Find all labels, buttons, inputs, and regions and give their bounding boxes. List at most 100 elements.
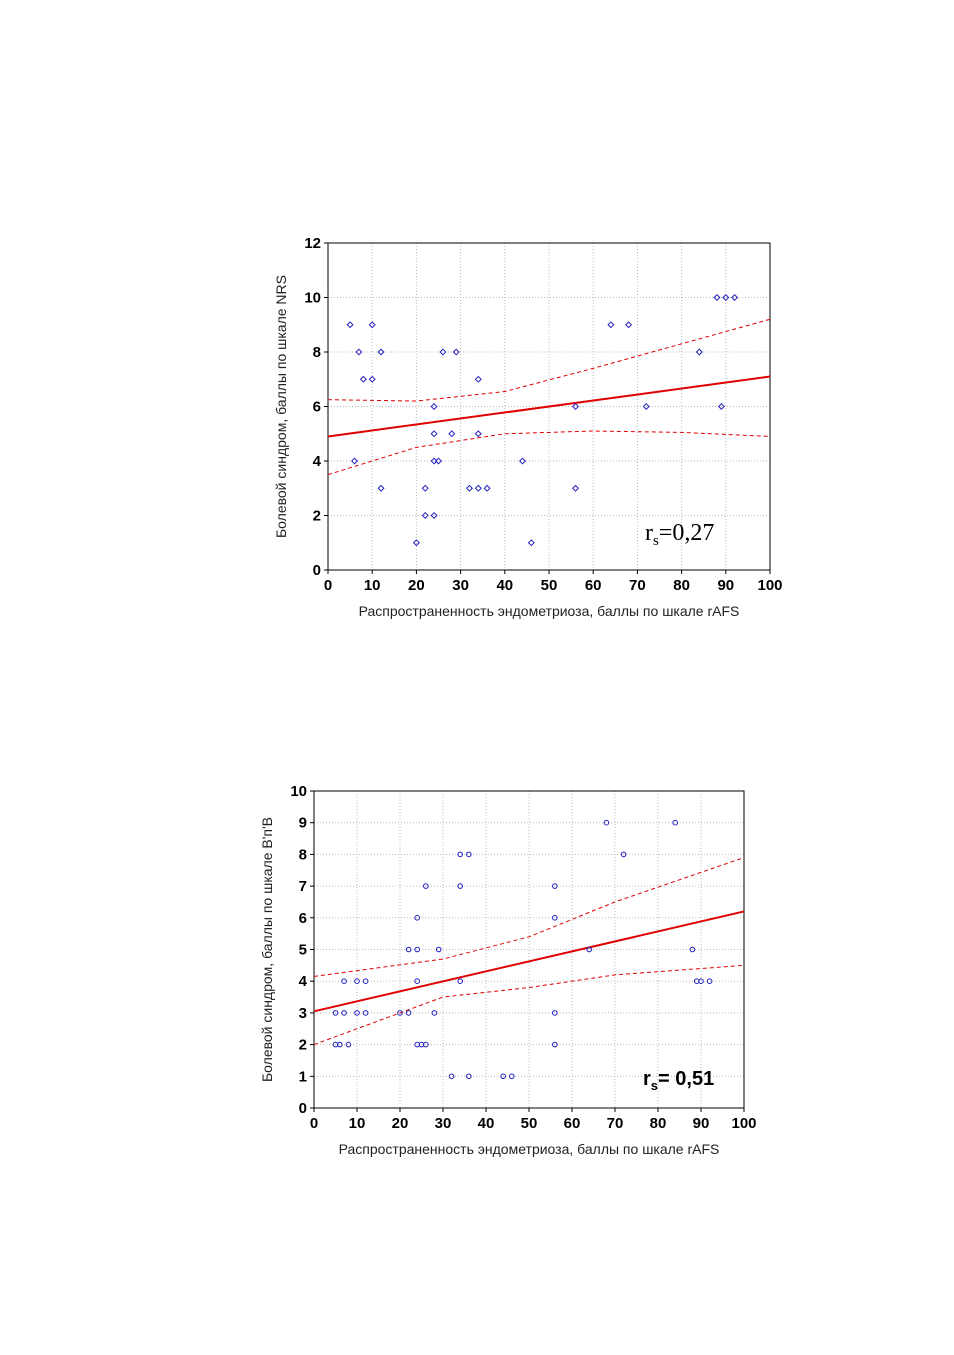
point xyxy=(435,946,442,953)
x-tick-label: 40 xyxy=(478,1115,495,1132)
point xyxy=(706,978,713,985)
chart: 0 10 20 30 40 50 60 70 80 90 100 0 1 2 3 4 5 6 7 8 9 10 Распро… xyxy=(259,783,757,1157)
point xyxy=(355,348,363,356)
x-tick-label: 10 xyxy=(364,577,381,594)
point xyxy=(672,819,679,826)
x-tick-label: 30 xyxy=(452,577,469,594)
x-tick-label: 40 xyxy=(496,577,513,594)
y-tick-label: 3 xyxy=(299,1005,307,1022)
point xyxy=(465,484,473,492)
y-tick-label: 0 xyxy=(299,1100,307,1117)
x-tick-label: 30 xyxy=(435,1115,452,1132)
y-tick-label: 10 xyxy=(290,783,307,800)
y-tick-label: 4 xyxy=(299,973,308,990)
chart: 0 10 20 30 40 50 60 70 80 90 100 0 2 4 6 8 10 12 Распростр… xyxy=(273,235,783,619)
x-axis-label: Распространенность эндометриоза, баллы п… xyxy=(359,603,740,619)
point xyxy=(474,375,482,383)
point xyxy=(368,321,376,329)
point xyxy=(452,348,460,356)
point xyxy=(368,375,376,383)
point xyxy=(345,1041,352,1048)
point xyxy=(474,430,482,438)
point xyxy=(430,402,438,411)
y-tick-label: 6 xyxy=(299,910,307,927)
x-tick-label: 50 xyxy=(521,1115,538,1132)
x-tick-label: 90 xyxy=(717,577,734,594)
plot-frame xyxy=(327,242,771,571)
fit-line xyxy=(327,430,771,476)
y-tick-label: 8 xyxy=(313,344,321,361)
point xyxy=(474,484,482,492)
x-tick-label: 90 xyxy=(693,1115,710,1132)
y-tick-label: 2 xyxy=(313,508,321,525)
point xyxy=(421,511,429,520)
annotation-main: r xyxy=(645,520,653,546)
point xyxy=(603,819,610,826)
point xyxy=(713,293,721,302)
annotation-value: =0,27 xyxy=(659,520,715,546)
point xyxy=(457,978,464,985)
y-tick-label: 5 xyxy=(299,942,307,959)
point xyxy=(341,978,347,985)
annotation-value: = 0,51 xyxy=(658,1068,714,1090)
y-axis-label: Болевой синдром, баллы по шкале NRS xyxy=(273,275,289,538)
y-tick-label: 10 xyxy=(304,290,321,307)
x-tick-label: 70 xyxy=(629,577,646,594)
y-axis-label: Болевой синдром, баллы по шкале В'п'В xyxy=(259,817,275,1082)
point xyxy=(332,1010,339,1016)
point xyxy=(483,484,491,492)
x-tick-label: 0 xyxy=(310,1115,318,1132)
point xyxy=(414,978,421,985)
point xyxy=(439,348,447,356)
y-tick-label: 9 xyxy=(299,815,307,832)
point xyxy=(423,1041,429,1048)
fit-line xyxy=(313,910,745,1013)
plot-frame xyxy=(313,790,745,1109)
point xyxy=(362,1010,369,1016)
x-tick-label: 80 xyxy=(673,577,690,594)
y-tick-label: 12 xyxy=(304,235,321,252)
point xyxy=(354,1010,360,1016)
x-tick-label: 10 xyxy=(349,1115,366,1132)
annotation: rs= 0,51 xyxy=(643,1068,714,1093)
point xyxy=(695,348,703,356)
point xyxy=(421,484,429,492)
point xyxy=(466,1073,472,1080)
point xyxy=(430,430,438,438)
point xyxy=(731,293,739,302)
point xyxy=(625,321,633,329)
annotation-main: r xyxy=(643,1068,651,1090)
fit-line xyxy=(327,375,771,438)
y-tick-label: 8 xyxy=(299,846,307,863)
point xyxy=(341,1010,347,1016)
point xyxy=(414,915,421,921)
point xyxy=(552,1010,558,1016)
point xyxy=(457,883,464,889)
point xyxy=(346,321,354,329)
point xyxy=(354,978,360,985)
point xyxy=(500,1073,507,1080)
y-tick-label: 0 xyxy=(313,562,321,579)
x-tick-label: 80 xyxy=(650,1115,667,1132)
point xyxy=(466,851,472,858)
y-tick-label: 4 xyxy=(313,453,322,470)
point xyxy=(448,1073,455,1080)
x-tick-label: 20 xyxy=(408,577,425,594)
point xyxy=(362,978,369,985)
fit-line xyxy=(313,964,745,1046)
point xyxy=(572,402,580,411)
y-tick-label: 1 xyxy=(299,1068,307,1085)
point xyxy=(423,883,429,889)
fit-line xyxy=(327,318,771,402)
point xyxy=(717,402,725,411)
annotation-subscript: s xyxy=(651,1078,658,1093)
point xyxy=(377,348,385,356)
point xyxy=(430,511,438,520)
point xyxy=(572,484,580,492)
x-tick-label: 100 xyxy=(731,1115,756,1132)
point xyxy=(457,851,464,858)
point xyxy=(698,978,704,985)
point xyxy=(405,1010,412,1016)
x-tick-label: 50 xyxy=(541,577,558,594)
